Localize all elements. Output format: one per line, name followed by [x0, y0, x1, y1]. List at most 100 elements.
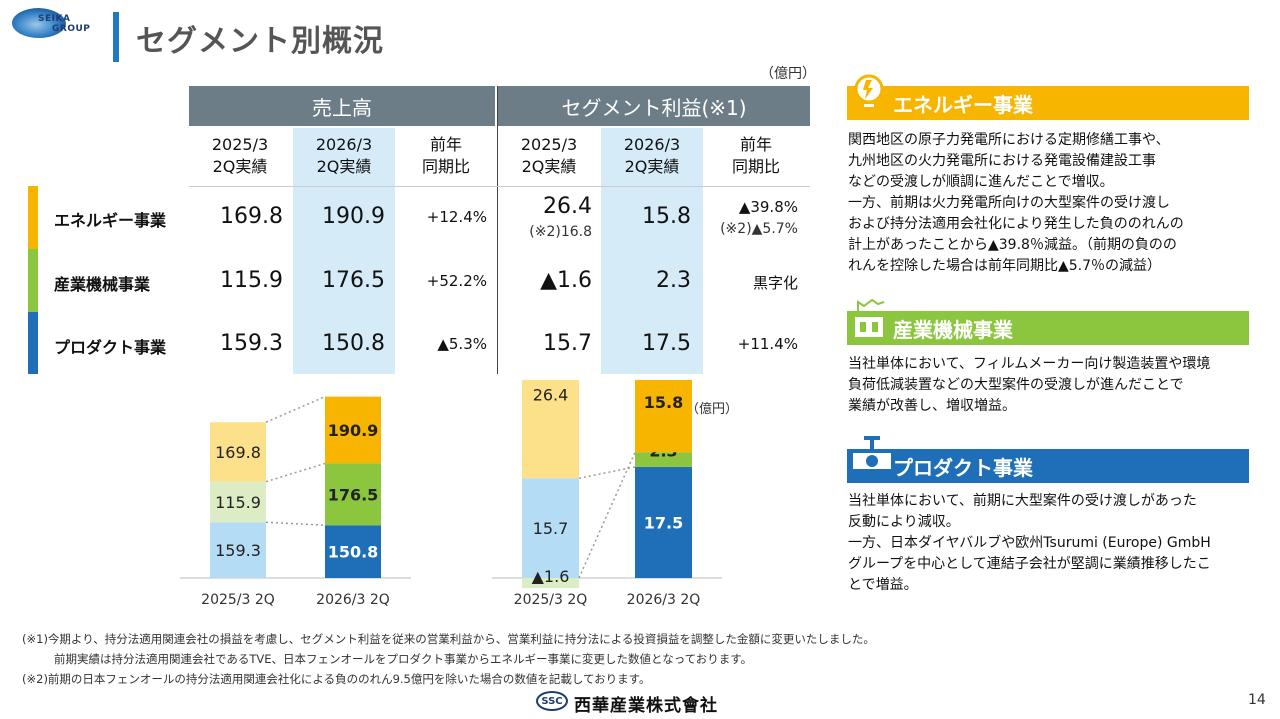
col-header-profit-prev: 2025/3 2Q実績 — [498, 134, 600, 180]
sales-header: 売上高 — [189, 86, 495, 126]
col-text: 前年 — [739, 135, 772, 154]
valve-icon — [851, 436, 893, 471]
body-line: 業績が改善し、増収増益。 — [848, 398, 1016, 414]
sales-label-product-0: 159.3 — [215, 541, 261, 560]
product-profit-yoy: +11.4% — [737, 335, 798, 353]
footnote-2: (※2)前期の日本フェンオールの持分法適用関連会社化による負ののれん9.5億円を… — [22, 672, 651, 686]
col-text: 2Q実績 — [316, 157, 372, 176]
energy-sales-prev: 169.8 — [220, 204, 283, 229]
body-line: 当社単体において、前期に大型案件の受け渡しがあった — [848, 493, 1197, 509]
col-header-sales-yoy: 前年 同期比 — [395, 134, 497, 180]
col-text: 2025/3 — [520, 135, 578, 154]
body-line: 九州地区の火力発電所における発電設備建設工事 — [848, 153, 1156, 169]
body-line: 反動により減収。 — [848, 514, 960, 530]
profit-label-product-0: 15.7 — [533, 519, 569, 538]
profit-label-machinery-0: ▲1.6 — [532, 567, 570, 586]
energy-color-bar — [28, 186, 38, 249]
energy-sales-curr: 190.9 — [322, 204, 385, 229]
energy-profit-prev: 26.4 — [543, 194, 592, 219]
product-sales-yoy: ▲5.3% — [437, 335, 487, 353]
col-text: 2Q実績 — [212, 157, 268, 176]
body-line: 関西地区の原子力発電所における定期修繕工事や、 — [848, 132, 1170, 148]
logo-text: SEIKA GROUP — [38, 14, 90, 34]
sales-xlabel-0: 2025/3 2Q — [201, 592, 275, 608]
sales-xlabel-1: 2026/3 2Q — [316, 592, 390, 608]
profit-label-product-1: 17.5 — [644, 513, 683, 532]
chart-unit-label: （億円） — [686, 402, 739, 417]
col-header-profit-yoy: 前年 同期比 — [705, 134, 807, 180]
profit-current-highlight — [601, 128, 703, 374]
sales-connector-2 — [265, 395, 326, 423]
machinery-profit-curr: 2.3 — [656, 268, 691, 293]
sales-bar-machinery-1 — [325, 463, 381, 526]
logo-text-line2: GROUP — [52, 24, 91, 34]
machinery-profit-yoy: 黒字化 — [752, 274, 798, 292]
profit-label-energy-0: 26.4 — [533, 385, 569, 404]
col-text: 2026/3 — [315, 135, 373, 154]
section-header-product: プロダクト事業 — [847, 449, 1249, 483]
body-line: 一方、前期は火力発電所向けの大型案件の受け渡し — [848, 195, 1170, 211]
profit-bar-machinery-1 — [635, 452, 692, 467]
section-body-machinery: 当社単体において、フィルムメーカー向け製造装置や環境 負荷低減装置などの大型案件… — [848, 354, 1248, 417]
profit-header: セグメント利益(※1) — [498, 86, 810, 126]
col-text: 2026/3 — [623, 135, 681, 154]
body-line: などの受渡しが順調に進んだことで増収。 — [848, 174, 1114, 190]
machinery-sales-yoy: +52.2% — [426, 272, 487, 290]
col-text: 同期比 — [421, 157, 470, 176]
product-profit-curr: 17.5 — [642, 331, 691, 356]
body-line: 当社単体において、フィルムメーカー向け製造装置や環境 — [848, 356, 1211, 372]
lightbulb-icon — [854, 74, 884, 114]
profit-bar-product-0 — [522, 478, 579, 578]
section-header-machinery: 産業機械事業 — [847, 311, 1249, 345]
body-line: 計上があったことから▲39.8％減益。（前期の負のの — [848, 237, 1177, 253]
machinery-sales-curr: 176.5 — [322, 268, 385, 293]
company-badge: SSC — [536, 691, 568, 711]
body-line: れんを控除した場合は前年同期比▲5.7％の減益） — [848, 258, 1162, 274]
machinery-sales-prev: 115.9 — [220, 268, 283, 293]
page-title: セグメント別概況 — [136, 24, 384, 59]
section-header-energy: エネルギー事業 — [847, 86, 1249, 120]
col-header-profit-curr: 2026/3 2Q実績 — [601, 134, 703, 180]
sales-header-text: 売上高 — [312, 95, 372, 120]
sales-label-energy-0: 169.8 — [215, 443, 261, 462]
product-color-bar — [28, 312, 38, 374]
profit-xlabel-1: 2026/3 2Q — [627, 592, 701, 608]
col-text: 2Q実績 — [521, 157, 577, 176]
section-title-energy: エネルギー事業 — [893, 92, 1033, 117]
sales-bar-product-0 — [210, 522, 266, 578]
energy-profit-yoy-note: (※2)▲5.7% — [720, 221, 798, 237]
page-number: 14 — [1248, 692, 1266, 708]
body-line: 一方、日本ダイヤバルブや欧州Tsurumi (Europe) GmbH — [848, 535, 1211, 551]
col-text: 2025/3 — [211, 135, 269, 154]
sales-label-energy-1: 190.9 — [328, 421, 379, 440]
sales-bar-energy-1 — [325, 396, 381, 464]
energy-profit-yoy: ▲39.8% — [738, 198, 798, 216]
profit-bar-product-1 — [635, 466, 692, 578]
sales-label-product-1: 150.8 — [328, 543, 379, 562]
profit-label-energy-1: 15.8 — [644, 393, 683, 412]
logo-text-line1: SEIKA — [38, 14, 71, 24]
energy-profit-prev-note: (※2)16.8 — [529, 224, 592, 240]
col-text: 同期比 — [731, 157, 780, 176]
profit-bar-machinery-0 — [522, 578, 579, 589]
body-line: グループを中心として連結子会社が堅調に業績推移したこ — [848, 556, 1211, 572]
section-body-energy: 関西地区の原子力発電所における定期修繕工事や、 九州地区の火力発電所における発電… — [848, 130, 1248, 277]
title-accent-bar — [113, 12, 119, 62]
body-line: および持分法適用会社化により発生した負ののれんの — [848, 216, 1184, 232]
machinery-color-bar — [28, 249, 38, 312]
segment-charts: 159.3 115.9 169.8 2025/3 2Q 150.8 176.5 190.9 2… — [180, 380, 722, 608]
col-header-sales-curr: 2026/3 2Q実績 — [293, 134, 395, 180]
row-label-product: プロダクト事業 — [54, 338, 167, 357]
machinery-profit-prev: ▲1.6 — [540, 268, 592, 293]
col-text: 前年 — [429, 135, 462, 154]
profit-bar-energy-1 — [635, 380, 692, 453]
profit-xlabel-0: 2025/3 2Q — [514, 592, 588, 608]
footnote-1-cont: 前期実績は持分法適用関連会社であるTVE、日本フェンオールをプロダクト事業からエ… — [54, 652, 753, 666]
row-label-energy: エネルギー事業 — [54, 211, 167, 230]
table-unit-label: （億円） — [760, 66, 816, 82]
factory-icon — [853, 298, 885, 339]
body-line: 負荷低減装置などの大型案件の受渡しが進んだことで — [848, 377, 1184, 393]
sales-label-machinery-1: 176.5 — [328, 485, 379, 504]
row-label-machinery: 産業機械事業 — [54, 275, 151, 294]
profit-header-text: セグメント利益(※1) — [561, 95, 747, 120]
